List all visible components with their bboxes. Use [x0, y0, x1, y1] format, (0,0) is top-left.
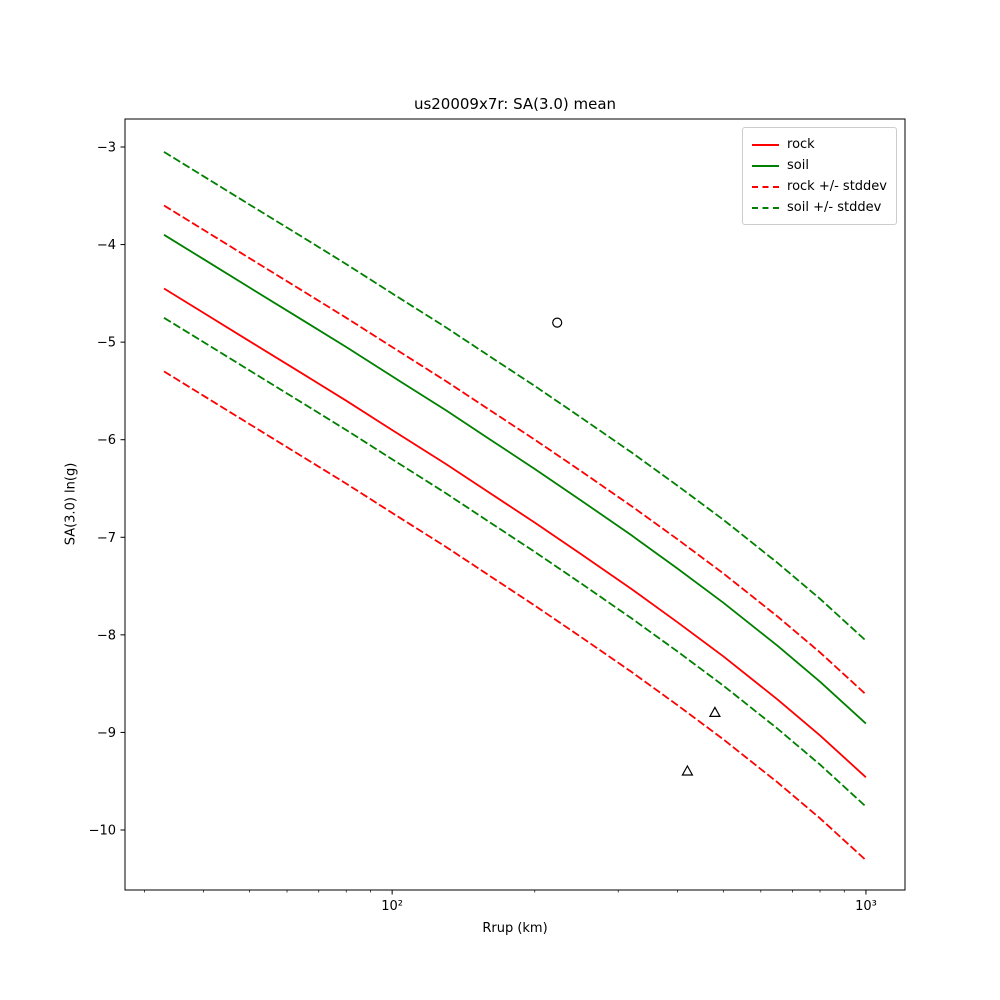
- y-tick-label: −3: [97, 141, 116, 156]
- legend-label: soil: [787, 158, 809, 173]
- legend-entry-rock-stddev: rock +/- stddev: [752, 176, 887, 197]
- x-tick-label: 10²: [381, 899, 403, 914]
- legend-entry-soil: soil: [752, 155, 887, 176]
- marker-triangle-up: [681, 764, 694, 776]
- series-soil-stddev-line: [163, 151, 867, 642]
- legend-line-sample: [752, 164, 780, 167]
- y-tick-label: −8: [97, 628, 116, 643]
- legend-label: rock: [787, 137, 815, 152]
- legend-entry-rock: rock: [752, 134, 887, 155]
- series-rock-stddev-line: [163, 204, 867, 696]
- legend-label: soil +/- stddev: [787, 200, 882, 215]
- legend-line-sample: [752, 185, 780, 188]
- marker-circle: [552, 317, 563, 328]
- y-tick-label: −4: [97, 238, 116, 253]
- y-tick-label: −6: [97, 433, 116, 448]
- series-rock-stddev-line: [163, 370, 867, 861]
- legend-line-sample: [752, 206, 780, 209]
- y-tick-label: −9: [97, 726, 116, 741]
- legend-entry-soil-stddev: soil +/- stddev: [752, 197, 887, 218]
- series-rock-line: [163, 287, 867, 778]
- legend-line-sample: [752, 143, 780, 146]
- axes-box: [124, 118, 906, 891]
- series-soil-stddev-line: [163, 317, 867, 808]
- y-tick-label: −10: [89, 823, 116, 838]
- legend: rock soil rock +/- stddev soil +/- stddev: [742, 127, 897, 225]
- y-tick-label: −7: [97, 531, 116, 546]
- y-tick-label: −5: [97, 336, 116, 351]
- legend-label: rock +/- stddev: [787, 179, 887, 194]
- marker-triangle-up: [708, 706, 721, 718]
- x-axis-label: Rrup (km): [482, 921, 548, 936]
- chart-title: us20009x7r: SA(3.0) mean: [413, 95, 617, 113]
- x-tick-label: 10³: [855, 899, 877, 914]
- series-soil-line: [163, 234, 867, 725]
